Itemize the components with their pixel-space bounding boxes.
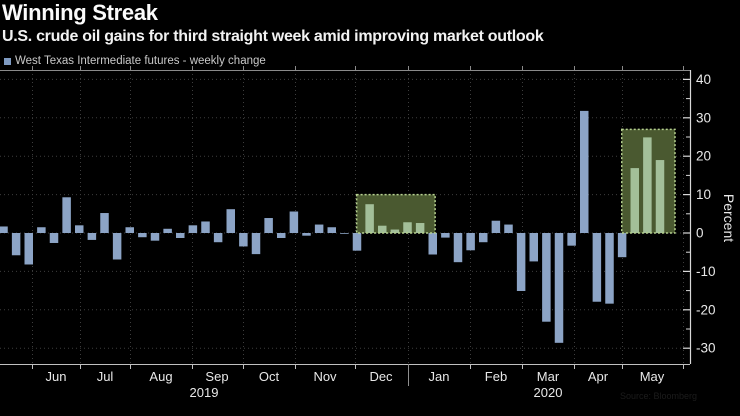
weekly-change-bar xyxy=(226,209,235,233)
weekly-change-bar xyxy=(365,204,374,233)
weekly-change-bar xyxy=(49,233,59,243)
weekly-change-bar xyxy=(302,233,311,236)
weekly-change-bar xyxy=(239,233,248,247)
x-axis-month-label: Dec xyxy=(369,369,393,384)
legend: West Texas Intermediate futures - weekly… xyxy=(4,55,266,67)
weekly-change-bar xyxy=(592,233,602,302)
weekly-change-bar xyxy=(491,220,501,233)
weekly-change-bar xyxy=(62,197,71,233)
weekly-change-bar xyxy=(390,229,400,233)
highlight-box-border xyxy=(621,128,676,234)
x-axis-year-label: 2020 xyxy=(534,385,563,400)
weekly-change-bar xyxy=(340,233,349,234)
weekly-change-bar xyxy=(125,227,134,233)
legend-series-marker-icon xyxy=(4,57,11,65)
x-axis-month-label: Apr xyxy=(588,369,609,384)
weekly-change-bar xyxy=(75,225,84,233)
weekly-change-bar xyxy=(0,226,8,233)
source-note: Source: Bloomberg xyxy=(620,391,698,401)
x-axis-month-label: Aug xyxy=(149,369,172,384)
weekly-change-bar xyxy=(605,233,614,304)
chart-subtitle: U.S. crude oil gains for third straight … xyxy=(2,28,544,45)
weekly-change-bar xyxy=(314,224,324,233)
x-axis-month-label: Nov xyxy=(313,369,337,384)
weekly-change-bar xyxy=(441,233,450,238)
weekly-change-bar xyxy=(428,233,437,255)
weekly-change-bar xyxy=(201,221,210,233)
y-axis-title: Percent xyxy=(721,194,737,242)
weekly-change-bar xyxy=(352,233,362,251)
y-axis-tick-label: 40 xyxy=(696,72,711,87)
weekly-change-bar xyxy=(138,233,147,238)
legend-series-label: West Texas Intermediate futures - weekly… xyxy=(15,55,266,67)
weekly-change-bar xyxy=(617,233,627,258)
weekly-change-bar xyxy=(403,222,412,233)
page-title: Winning Streak xyxy=(2,0,158,25)
weekly-change-bar xyxy=(466,233,475,251)
weekly-change-bar xyxy=(554,233,564,343)
weekly-change-bar xyxy=(567,233,576,246)
weekly-change-bar xyxy=(213,233,223,243)
y-axis-tick-label: 30 xyxy=(696,110,711,125)
weekly-change-bar xyxy=(529,233,538,262)
weekly-change-bar xyxy=(150,233,160,241)
y-axis-tick-label: 10 xyxy=(696,187,711,202)
y-axis-tick-label: 0 xyxy=(696,226,704,241)
x-axis-year-label: 2019 xyxy=(190,385,219,400)
weekly-change-bar xyxy=(176,233,185,238)
weekly-change-bar xyxy=(11,233,21,256)
weekly-change-bar xyxy=(100,213,109,233)
weekly-change-bar xyxy=(630,168,639,233)
y-axis-tick-label: 20 xyxy=(696,149,711,164)
weekly-change-bar xyxy=(655,160,665,233)
weekly-change-bar xyxy=(251,233,261,255)
x-axis-month-label: Oct xyxy=(259,369,280,384)
weekly-change-bar xyxy=(580,110,589,233)
x-axis-month-label: Mar xyxy=(537,369,560,384)
weekly-change-bar xyxy=(643,137,652,233)
weekly-change-bar xyxy=(188,225,198,233)
weekly-change-bar xyxy=(87,233,97,240)
weekly-change-bar xyxy=(327,227,336,233)
y-axis-tick-label: -10 xyxy=(696,264,716,279)
weekly-change-bar xyxy=(163,228,172,233)
y-axis-tick-label: -30 xyxy=(696,341,716,356)
x-axis-month-label: May xyxy=(640,369,665,384)
weekly-change-bar xyxy=(516,233,526,291)
weekly-change-bar xyxy=(542,233,551,322)
weekly-change-bar xyxy=(479,233,488,243)
x-axis-month-label: Jun xyxy=(46,369,67,384)
weekly-change-bar xyxy=(37,227,46,233)
weekly-change-bar xyxy=(504,224,513,233)
x-axis-month-label: Feb xyxy=(485,369,507,384)
weekly-change-bar xyxy=(289,211,299,233)
x-axis-month-label: Jul xyxy=(97,369,114,384)
y-axis-tick-label: -20 xyxy=(696,302,716,317)
weekly-change-bar xyxy=(415,223,425,233)
weekly-change-bar xyxy=(453,233,463,263)
x-axis-month-label: Jan xyxy=(429,369,450,384)
highlight-box-border xyxy=(355,193,436,234)
weekly-change-bar xyxy=(378,225,387,233)
weekly-change-bar xyxy=(112,233,122,260)
x-axis-month-label: Sep xyxy=(205,369,228,384)
weekly-change-bar xyxy=(24,233,33,265)
weekly-change-bar xyxy=(277,233,286,238)
weekly-change-bar xyxy=(264,218,273,233)
